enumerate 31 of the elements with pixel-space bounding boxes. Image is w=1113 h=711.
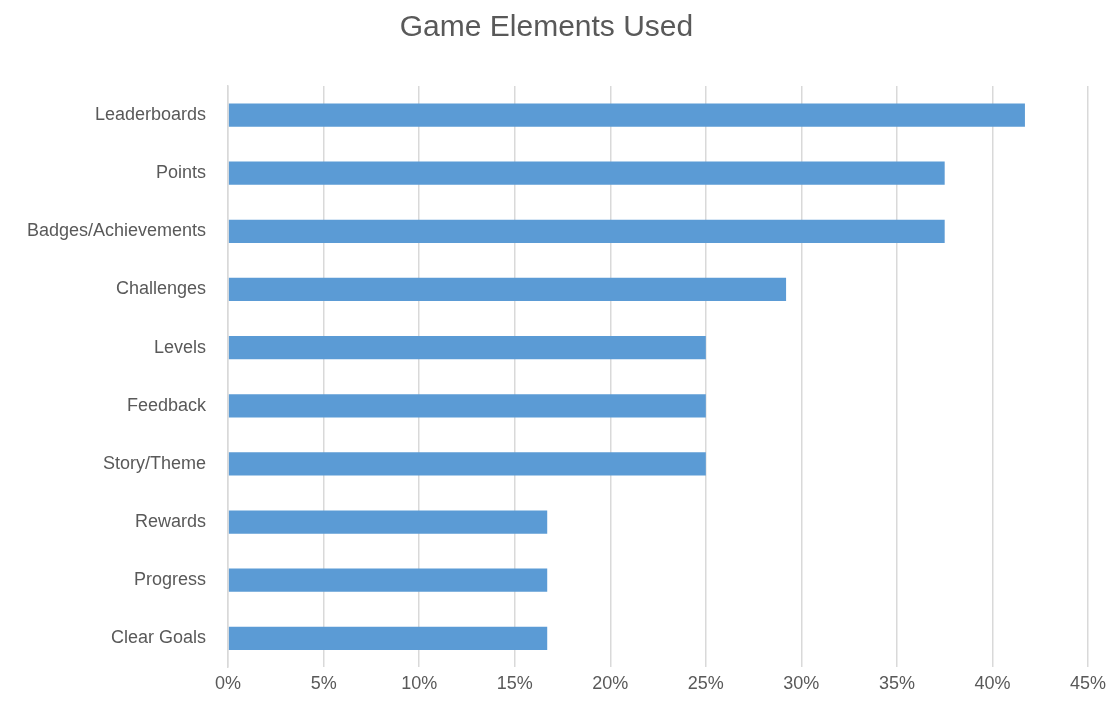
chart-title: Game Elements Used [399,9,694,43]
bar [228,103,1025,127]
bar [228,626,548,650]
y-tick-label: Leaderboards [95,104,207,125]
y-tick-label: Clear Goals [111,627,207,648]
bar [228,568,548,592]
bar [228,336,706,360]
y-tick-label: Points [156,162,207,183]
bar [228,161,945,185]
x-tick-label: 30% [783,673,820,694]
y-tick-label: Feedback [127,394,208,415]
bar [228,452,706,476]
x-tick-label: 5% [310,673,337,694]
bar [228,510,548,534]
x-tick-label: 10% [401,673,438,694]
x-tick-label: 40% [974,673,1011,694]
y-tick-label: Progress [134,569,207,590]
x-tick-label: 35% [878,673,915,694]
x-tick-label: 0% [215,673,242,694]
x-tick-label: 15% [496,673,533,694]
y-tick-label: Challenges [116,278,207,299]
y-tick-label: Rewards [135,511,207,532]
x-tick-label: 20% [592,673,629,694]
y-tick-label: Story/Theme [103,452,207,473]
bar [228,394,706,418]
x-tick-label: 25% [687,673,724,694]
y-tick-label: Badges/Achievements [26,220,207,241]
x-tick-label: 45% [1069,673,1107,694]
bar [228,277,787,302]
y-tick-label: Levels [154,336,207,357]
bar [228,219,945,243]
